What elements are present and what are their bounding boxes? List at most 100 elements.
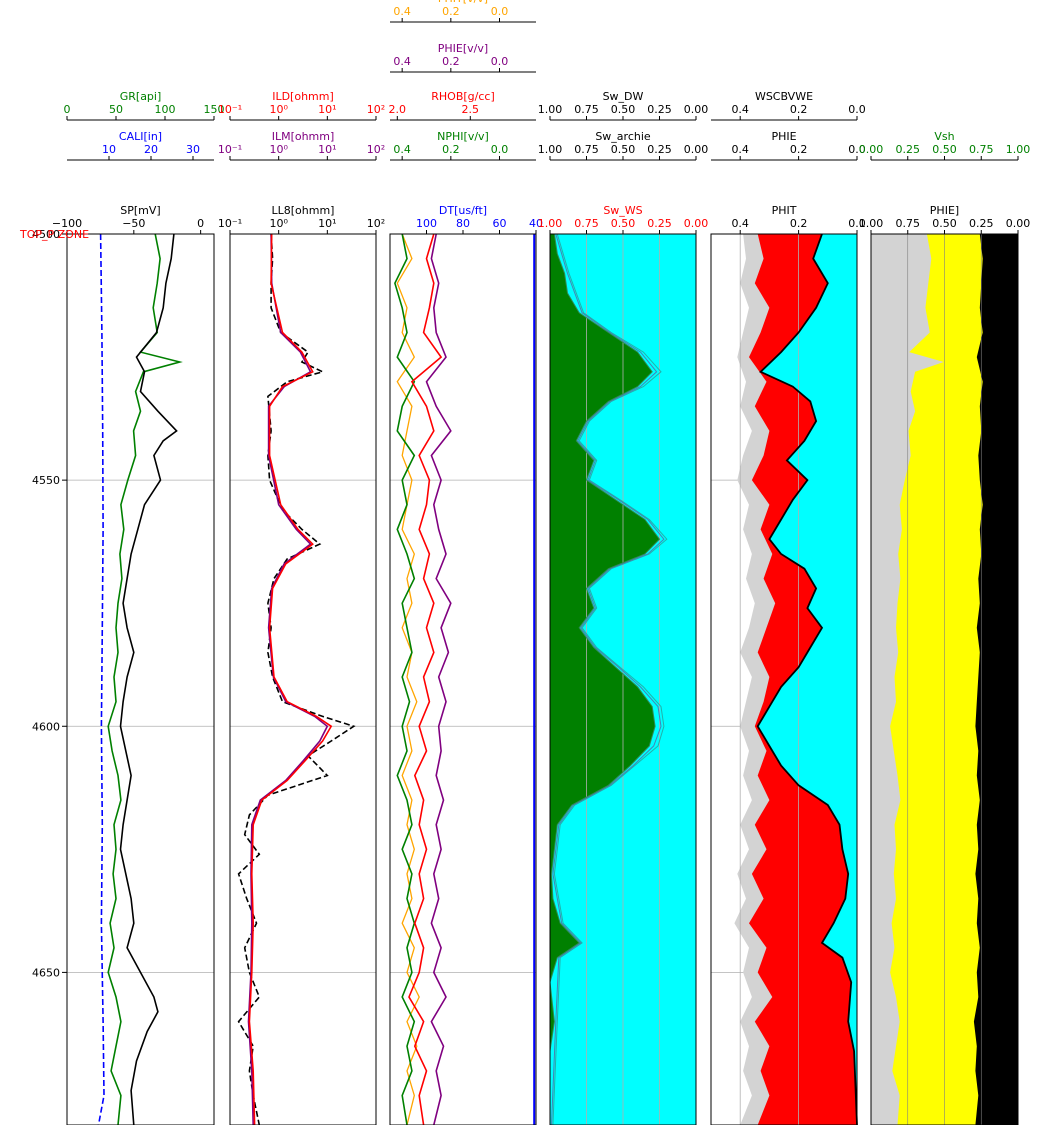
tick-label: 80 [456,217,470,230]
axis-label: GR[api] [120,90,162,103]
axis-label: PHIT[v/v] [438,0,488,5]
tick-label: 20 [144,143,158,156]
curve-sw-archie [552,233,668,1125]
track-frame [870,233,1019,1125]
tick-label: 10¹ [318,103,336,116]
axis-label: PHIE [771,130,796,143]
track-frame [710,233,858,1125]
curve-wscbvwe [756,233,858,1125]
tick-label: 10⁰ [269,143,288,156]
tick-label: 1.00 [1006,143,1031,156]
tick-label: 0.4 [731,143,749,156]
tick-label: 0.2 [442,5,460,18]
tick-label: 10⁰ [269,103,288,116]
tick-label: 10⁻¹ [218,103,242,116]
tick-label: 0.2 [790,143,808,156]
tick-label: 0.50 [932,217,957,230]
track-1: −100 −50 0 SP[mV] 10 20 30 CALI[in] 0 50 100 150 GR[… [52,90,225,1125]
curve-cali [97,233,105,1125]
tick-label: 10² [367,217,385,230]
tick-label: 0.00 [859,143,884,156]
shale-fill [871,234,944,1125]
tick-label: 0.00 [684,143,709,156]
axis-label: PHIE[v/v] [438,42,488,55]
tick-label: 0.00 [1006,217,1031,230]
tick-label: 0 [197,217,204,230]
track-4: 1.00 0.75 0.50 0.25 0.00 Sw_WS 1.00 0.75 0.50 0.2… [538,90,709,1125]
tick-label: 0.25 [896,143,921,156]
tick-label: 0.4 [731,103,749,116]
tick-label: 2.0 [389,103,407,116]
tick-label: 0.25 [647,143,672,156]
tick-label: 10 [102,143,116,156]
tick-label: 1.00 [538,143,563,156]
depth-label: 4650 [32,966,60,979]
depth-label: 4500 [32,228,60,241]
tick-label: 10² [367,103,385,116]
tick-label: 0.4 [393,143,411,156]
tick-label: −100 [52,217,82,230]
tick-label: 1.00 [538,217,563,230]
track-6: 1.00 0.75 0.50 0.25 0.00 PHIE] 0.00 0.25 0.50 0.7… [859,130,1031,1125]
tick-label: 10⁻¹ [218,217,242,230]
hydrocarbon-fill [749,234,857,1125]
tick-label: 0.0 [491,143,509,156]
hydrocarbon-fill [550,234,660,1125]
porosity-fill [973,234,1018,1125]
axis-label: PHIE] [930,204,959,217]
axis-label: RHOB[g/cc] [431,90,495,103]
tick-label: 60 [493,217,507,230]
track-frame [229,233,377,1125]
axis-label: NPHI[v/v] [437,130,489,143]
tick-label: 30 [186,143,200,156]
tick-label: 0.50 [611,217,636,230]
axis-label: Sw_archie [595,130,651,143]
axis-label: Sw_WS [603,204,642,217]
track-2: 10⁻¹ 10⁰ 10¹ 10² LL8[ohmm] 10⁻¹ 10⁰ 10¹ 10² ILM[o… [218,90,385,1125]
tick-label: 150 [204,103,225,116]
tick-label: 0.4 [731,217,749,230]
tick-label: 0.0 [491,5,509,18]
tick-label: −50 [122,217,145,230]
tick-label: 0.25 [647,217,672,230]
tick-label: 1.00 [538,103,563,116]
tick-label: 10² [367,143,385,156]
tick-label: 10⁰ [269,217,288,230]
curve-phie [425,233,452,1125]
tick-label: 0.2 [442,55,460,68]
curve-phit [396,233,420,1125]
track-frame [66,233,215,1125]
track-frame [549,233,697,1125]
axis-label: LL8[ohmm] [272,204,335,217]
tick-label: 0.50 [611,143,636,156]
axis-label: ILM[ohmm] [272,130,335,143]
tick-label: 0.0 [848,103,866,116]
tick-label: 0.75 [574,217,599,230]
tick-label: 0.2 [790,217,808,230]
curve-rhob [408,233,443,1125]
curve-ild [248,233,333,1125]
tick-label: 10⁻¹ [218,143,242,156]
tick-label: 0.25 [969,217,994,230]
water-fill [757,234,857,1125]
tick-label: 0.2 [442,143,460,156]
axis-label: DT[us/ft] [439,204,487,217]
track-5: 0.4 0.2 0.0 PHIT 0.4 0.2 0.0 PHIE 0.4 0.2 0.0 WSCBV… [711,90,866,1125]
axis-label: Vsh [934,130,954,143]
tick-label: 0.75 [896,217,921,230]
tick-label: 50 [109,103,123,116]
tick-label: 0.00 [684,217,709,230]
axis-label: Sw_DW [603,90,644,103]
tick-label: 0.4 [393,55,411,68]
axis-label: WSCBVWE [755,90,813,103]
tick-label: 10¹ [318,217,336,230]
tick-label: 2.5 [462,103,480,116]
tick-label: 0 [64,103,71,116]
tick-label: 100 [416,217,437,230]
curve-sp [119,233,178,1125]
tick-label: 0.2 [790,103,808,116]
curve-sw-dw [551,233,665,1125]
tick-label: 0.00 [684,103,709,116]
axis-label: CALI[in] [119,130,162,143]
